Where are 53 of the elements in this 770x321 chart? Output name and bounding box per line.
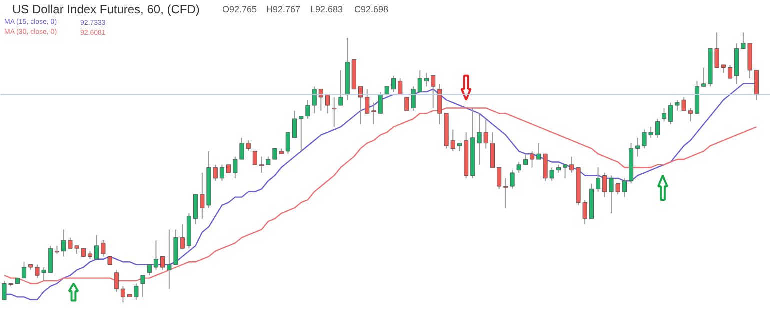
candlestick xyxy=(497,167,502,190)
candlestick xyxy=(596,167,601,192)
text: H92.767 xyxy=(266,4,301,14)
candlestick xyxy=(510,170,515,190)
candlestick xyxy=(101,240,106,258)
candlestick xyxy=(325,94,330,114)
candlestick xyxy=(516,162,522,174)
candlestick xyxy=(391,75,396,93)
candlestick xyxy=(728,64,733,80)
candlestick xyxy=(655,118,660,138)
candlestick xyxy=(662,108,667,122)
text: C92.698 xyxy=(354,4,389,14)
candlestick xyxy=(668,102,674,125)
candlestick xyxy=(563,164,568,179)
candlestick xyxy=(140,275,146,298)
candlestick xyxy=(114,270,119,292)
candlestick xyxy=(220,164,224,182)
candlestick xyxy=(622,178,627,198)
candlestick xyxy=(523,154,528,166)
candlestick xyxy=(450,129,456,152)
candlestick xyxy=(154,240,159,271)
candlestick xyxy=(365,88,370,114)
candlestick xyxy=(484,118,488,150)
candlestick xyxy=(160,256,166,271)
candlestick xyxy=(431,75,436,109)
candlestick xyxy=(134,283,139,300)
candlestick xyxy=(286,132,290,155)
text: L92.683 xyxy=(310,4,344,14)
candlestick xyxy=(424,72,430,88)
candlestick xyxy=(252,151,258,166)
chart-title: US Dollar Index Futures, 60, (CFD) xyxy=(12,2,200,16)
candlestick xyxy=(94,234,100,260)
candlestick xyxy=(22,262,27,279)
candlestick xyxy=(636,137,640,158)
candlestick xyxy=(233,156,238,179)
candlestick xyxy=(292,110,298,138)
candlestick xyxy=(167,229,172,290)
candlestick xyxy=(702,67,706,88)
candlestick xyxy=(62,229,66,258)
candlestick xyxy=(338,70,344,106)
candlestick xyxy=(259,156,264,174)
text: O92.765 xyxy=(222,4,258,14)
candlestick xyxy=(398,78,403,96)
candlestick xyxy=(299,116,304,152)
candlestick xyxy=(147,264,152,276)
candlestick xyxy=(418,70,422,93)
candlestick xyxy=(306,100,310,120)
candlestick xyxy=(312,86,317,114)
candlestick xyxy=(688,108,693,122)
candlestick xyxy=(504,178,508,209)
candlestick xyxy=(332,96,337,128)
candlestick xyxy=(120,286,126,304)
candlestick xyxy=(530,150,535,168)
